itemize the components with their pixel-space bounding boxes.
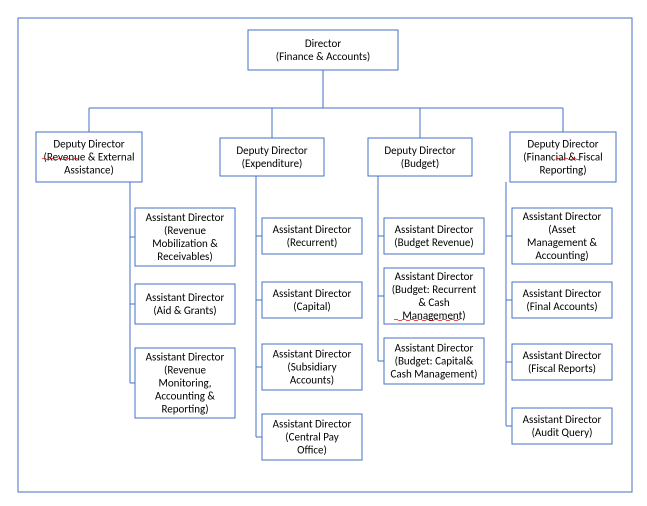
node-ad-fiscal-rep-label-line-1: (Fiscal Reports) xyxy=(528,362,596,375)
node-ad-capital-label-line-0: Assistant Director xyxy=(273,287,352,300)
node-ad-rev-mob-label-line-3: Receivables) xyxy=(157,250,212,263)
node-ad-budget-cap-label-line-2: Cash Management) xyxy=(391,368,478,381)
node-dd-budget-label-line-0: Deputy Director xyxy=(384,144,455,157)
node-dd-budget-label-line-1: (Budget) xyxy=(401,157,439,170)
node-ad-asset-label-line-2: Management & xyxy=(527,236,597,249)
node-dd-fiscal-label-line-0: Deputy Director xyxy=(527,138,598,151)
node-ad-audit-label-line-1: (Audit Query) xyxy=(532,426,593,439)
node-ad-rev-mon-label-line-3: Accounting & xyxy=(155,390,215,403)
node-ad-budget-cap-label-line-1: (Budget: Capital& xyxy=(395,355,474,368)
node-dd-expenditure-label-line-1: (Expenditure) xyxy=(242,157,303,170)
node-ad-budget-rec-label-line-0: Assistant Director xyxy=(395,270,474,283)
node-dd-expenditure-label-line-0: Deputy Director xyxy=(236,144,307,157)
node-dd-revenue-label-line-1: (Revenue & External xyxy=(44,151,135,164)
node-ad-subsidiary-label-line-2: Accounts) xyxy=(290,374,334,387)
node-ad-aid-label-line-1: (Aid & Grants) xyxy=(153,304,216,317)
node-ad-recurrent-label-line-0: Assistant Director xyxy=(273,223,352,236)
node-ad-asset-label-line-1: (Asset xyxy=(548,223,576,236)
node-ad-cpo-label-line-2: Office) xyxy=(297,444,327,457)
node-dd-fiscal-label-line-1: (Financial & Fiscal xyxy=(523,151,602,164)
org-chart: Director(Finance & Accounts) Deputy Direc… xyxy=(0,0,647,506)
node-ad-budget-rev-label-line-0: Assistant Director xyxy=(395,223,474,236)
node-dd-revenue-label-line-0: Deputy Director xyxy=(53,138,124,151)
node-ad-budget-rev-label-line-1: (Budget Revenue) xyxy=(394,236,473,249)
node-ad-recurrent-label-line-1: (Recurrent) xyxy=(287,236,338,249)
node-ad-subsidiary-label-line-1: (Subsidiary xyxy=(287,361,336,374)
node-ad-budget-rec-label-line-2: & Cash xyxy=(418,296,449,309)
node-ad-rev-mob-label-line-1: (Revenue xyxy=(164,224,206,237)
node-ad-rev-mon-label-line-0: Assistant Director xyxy=(146,351,225,364)
node-ad-final-label-line-1: (Final Accounts) xyxy=(526,300,597,313)
node-ad-aid-label-line-0: Assistant Director xyxy=(146,291,225,304)
node-ad-cpo-label-line-1: (Central Pay xyxy=(285,431,338,444)
node-ad-final-label-line-0: Assistant Director xyxy=(523,287,602,300)
node-ad-rev-mon-label-line-1: (Revenue xyxy=(164,364,206,377)
node-ad-cpo-label-line-0: Assistant Director xyxy=(273,418,352,431)
node-director-label-line-0: Director xyxy=(305,37,341,50)
node-dd-fiscal-label-line-2: Reporting) xyxy=(539,164,586,177)
node-ad-asset-label-line-0: Assistant Director xyxy=(523,210,602,223)
node-ad-rev-mon-label-line-4: Reporting) xyxy=(161,403,208,416)
node-dd-revenue-label-line-2: Assistance) xyxy=(64,164,114,177)
node-ad-capital-label-line-1: (Capital) xyxy=(293,300,330,313)
node-ad-asset-label-line-3: Accounting) xyxy=(535,249,588,262)
node-director-label-line-1: (Finance & Accounts) xyxy=(276,50,371,63)
node-ad-subsidiary-label-line-0: Assistant Director xyxy=(273,348,352,361)
node-ad-budget-rec-label-line-1: (Budget: Recurrent xyxy=(392,283,477,296)
node-ad-audit-label-line-0: Assistant Director xyxy=(523,413,602,426)
node-ad-budget-cap-label-line-0: Assistant Director xyxy=(395,342,474,355)
node-ad-rev-mob-label-line-0: Assistant Director xyxy=(146,211,225,224)
node-ad-fiscal-rep-label-line-0: Assistant Director xyxy=(523,349,602,362)
node-ad-rev-mon-label-line-2: Monitoring, xyxy=(158,377,211,390)
node-ad-rev-mob-label-line-2: Mobilization & xyxy=(152,237,218,250)
